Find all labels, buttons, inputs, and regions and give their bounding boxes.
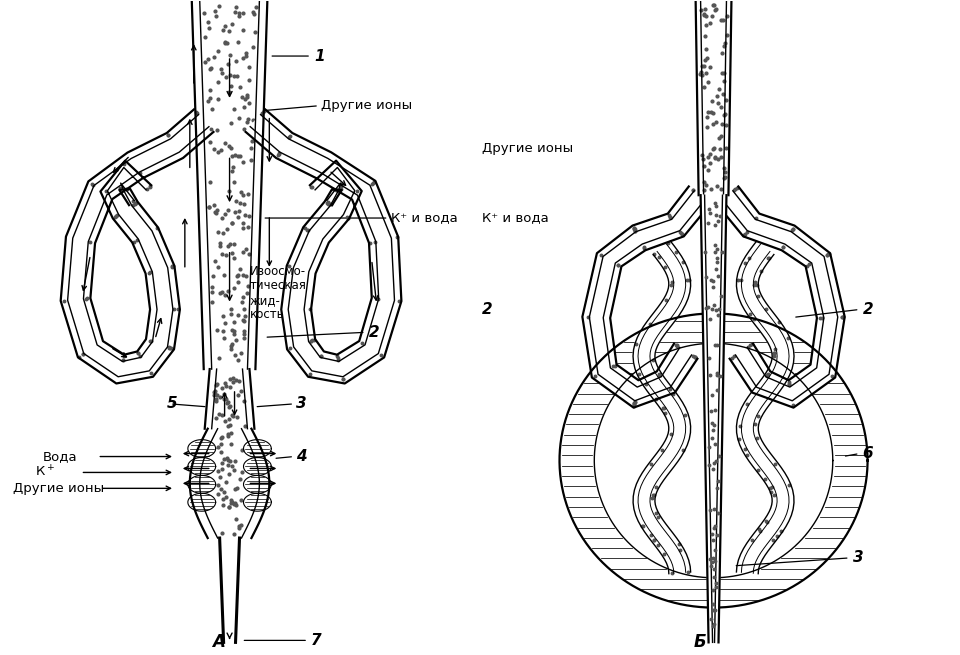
Text: К⁺ и вода: К⁺ и вода <box>482 212 549 225</box>
Text: Изоосмо-
тическая
жид-
кость: Изоосмо- тическая жид- кость <box>250 265 306 321</box>
Polygon shape <box>701 195 727 643</box>
Text: Б: Б <box>694 633 707 651</box>
Polygon shape <box>696 1 732 195</box>
Text: 6: 6 <box>863 446 874 461</box>
Text: 5: 5 <box>167 396 178 411</box>
Text: Другие ионы: Другие ионы <box>482 142 573 155</box>
Polygon shape <box>220 538 239 643</box>
Text: 2: 2 <box>482 302 492 317</box>
Text: 2: 2 <box>369 325 379 340</box>
Text: К⁺ и вода: К⁺ и вода <box>391 212 457 225</box>
Text: К$^+$: К$^+$ <box>35 465 55 480</box>
Polygon shape <box>633 241 690 574</box>
Polygon shape <box>716 187 845 407</box>
Text: А: А <box>212 633 225 651</box>
Text: 1: 1 <box>314 48 324 64</box>
Polygon shape <box>560 314 868 608</box>
Polygon shape <box>190 429 270 538</box>
Text: 7: 7 <box>311 633 322 648</box>
Polygon shape <box>736 241 794 574</box>
Polygon shape <box>204 369 254 429</box>
Text: Другие ионы: Другие ионы <box>12 482 104 495</box>
Text: Другие ионы: Другие ионы <box>321 100 412 112</box>
Polygon shape <box>583 187 710 407</box>
Polygon shape <box>192 1 267 369</box>
Text: 3: 3 <box>852 550 863 565</box>
Polygon shape <box>594 343 832 578</box>
Text: Вода: Вода <box>43 450 78 463</box>
Polygon shape <box>246 109 401 383</box>
Text: 3: 3 <box>296 396 307 411</box>
Polygon shape <box>60 109 213 383</box>
Text: 2: 2 <box>863 302 874 317</box>
Text: 4: 4 <box>296 449 307 464</box>
